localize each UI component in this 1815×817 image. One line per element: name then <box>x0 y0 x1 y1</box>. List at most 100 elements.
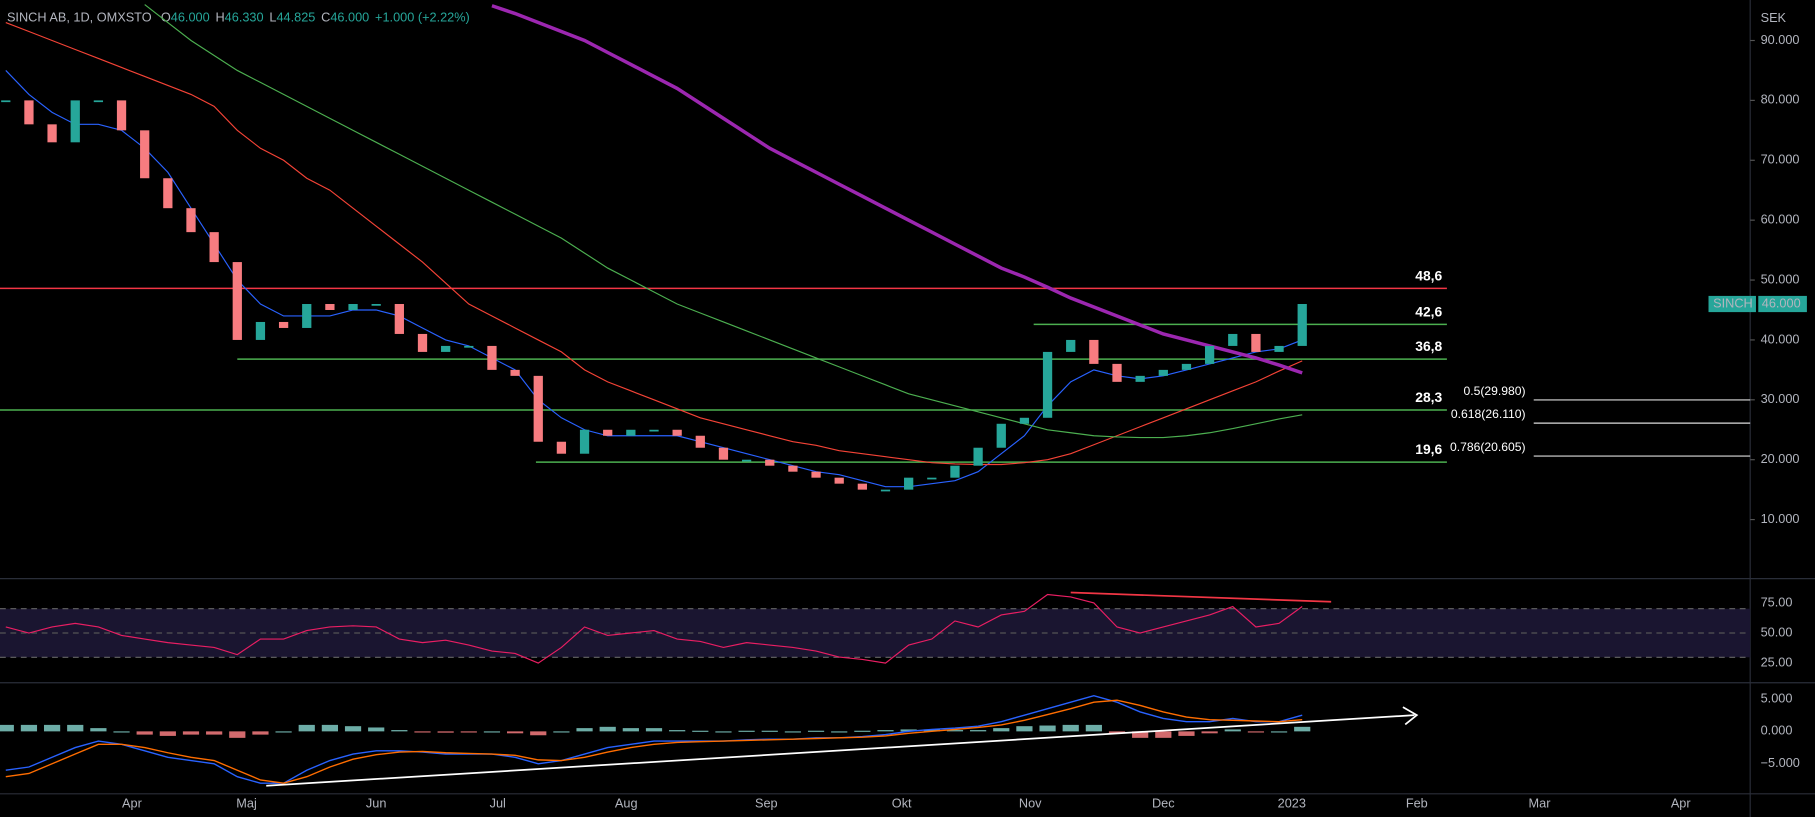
candle <box>672 429 682 436</box>
macd-histogram <box>553 731 570 733</box>
macd-histogram <box>90 728 107 732</box>
candle <box>927 477 937 480</box>
macd-histogram <box>993 728 1010 732</box>
moving-average <box>5 21 1303 466</box>
x-tick-label: Aug <box>615 796 638 811</box>
macd-histogram <box>391 730 408 732</box>
macd-histogram <box>414 731 431 733</box>
candle <box>1135 375 1145 382</box>
macd-histogram <box>1062 724 1079 732</box>
macd-histogram <box>1108 731 1126 734</box>
macd-trendline <box>266 714 1415 787</box>
macd-histogram <box>229 731 246 738</box>
x-tick-label: Jun <box>366 796 387 811</box>
ohlc-value: 46.000 <box>330 10 369 25</box>
candle <box>973 447 983 466</box>
level-label: 19,6 <box>1415 441 1442 457</box>
ohlc-key: O <box>161 10 171 25</box>
macd-histogram <box>275 731 292 733</box>
badge-box <box>1708 295 1756 313</box>
macd-histogram <box>530 731 547 736</box>
y-tick-label: 50.000 <box>1761 271 1800 286</box>
macd-histogram <box>483 731 501 733</box>
candle <box>417 333 428 352</box>
moving-average <box>144 4 1303 439</box>
candle <box>255 321 266 340</box>
x-tick-label: Maj <box>236 796 257 811</box>
macd-histogram <box>854 730 871 732</box>
candle <box>626 429 636 436</box>
candle <box>1158 369 1168 376</box>
rsi-tick-label: 25.00 <box>1761 654 1793 669</box>
change: +1.000 (+2.22%) <box>375 10 470 25</box>
candle <box>718 447 729 460</box>
macd-histogram <box>20 724 38 732</box>
candle <box>394 304 404 334</box>
macd-line <box>5 695 1303 784</box>
candle <box>70 100 80 143</box>
candle <box>857 483 867 490</box>
macd-histogram <box>506 731 524 734</box>
x-tick-label: Nov <box>1019 796 1042 811</box>
header: SINCH AB, 1D, OMXSTO O46.000 H46.330 L44.82… <box>7 10 470 25</box>
y-tick-label: 90.000 <box>1761 32 1800 47</box>
candle <box>278 321 289 328</box>
candle <box>186 208 196 233</box>
candle <box>765 459 775 466</box>
macd-histogram <box>970 730 987 732</box>
macd-histogram <box>1201 731 1218 734</box>
trend-arrow <box>1402 706 1419 726</box>
candle <box>1 100 11 103</box>
candle <box>1228 333 1238 346</box>
y-tick-label: 70.000 <box>1761 152 1800 167</box>
y-tick-label: 80.000 <box>1761 92 1800 107</box>
macd-histogram <box>1085 724 1102 732</box>
candle <box>695 435 705 448</box>
rsi-tick-label: 50.00 <box>1761 624 1793 639</box>
candle <box>1042 351 1053 418</box>
macd-histogram <box>831 731 848 733</box>
candle <box>116 100 127 131</box>
macd-histogram <box>460 731 477 733</box>
y-tick-label: 10.000 <box>1761 511 1800 526</box>
macd-histogram <box>1155 731 1172 738</box>
fib-label: 0.5(29.980) <box>1464 384 1526 398</box>
rsi-trendline <box>1070 591 1332 603</box>
title: SINCH AB, 1D, OMXSTO <box>7 10 152 25</box>
macd-histogram <box>0 724 14 732</box>
macd-histogram <box>1178 731 1195 736</box>
level-label: 48,6 <box>1415 268 1442 284</box>
candle <box>302 304 312 328</box>
candle <box>904 477 914 490</box>
macd-histogram <box>599 726 616 732</box>
y-tick-label: 60.000 <box>1761 212 1800 227</box>
macd-histogram <box>437 731 454 733</box>
candle <box>325 304 335 310</box>
x-tick-label: Feb <box>1406 796 1428 811</box>
macd-histogram <box>1270 731 1288 733</box>
fib-label: 0.618(26.110) <box>1451 407 1526 421</box>
badge-box <box>1758 295 1807 313</box>
macd-histogram <box>715 731 732 733</box>
candle <box>1066 339 1076 352</box>
y-tick-label: 40.000 <box>1761 331 1800 346</box>
macd-histogram <box>1039 725 1056 732</box>
macd-histogram <box>1016 726 1033 732</box>
macd-histogram <box>807 730 825 732</box>
x-tick-label: Sep <box>755 796 778 811</box>
ohlc-key: H <box>215 10 224 25</box>
candle <box>140 130 150 179</box>
macd-histogram <box>784 731 802 733</box>
candle <box>1297 304 1307 346</box>
candle <box>603 429 613 436</box>
moving-average <box>5 70 1303 488</box>
macd-histogram <box>622 728 639 732</box>
x-tick-label: Apr <box>122 796 143 811</box>
candle <box>24 100 34 125</box>
level-label: 36,8 <box>1415 338 1442 354</box>
candle <box>533 375 543 442</box>
candle <box>556 441 567 454</box>
y-tick-label: 30.000 <box>1761 391 1800 406</box>
